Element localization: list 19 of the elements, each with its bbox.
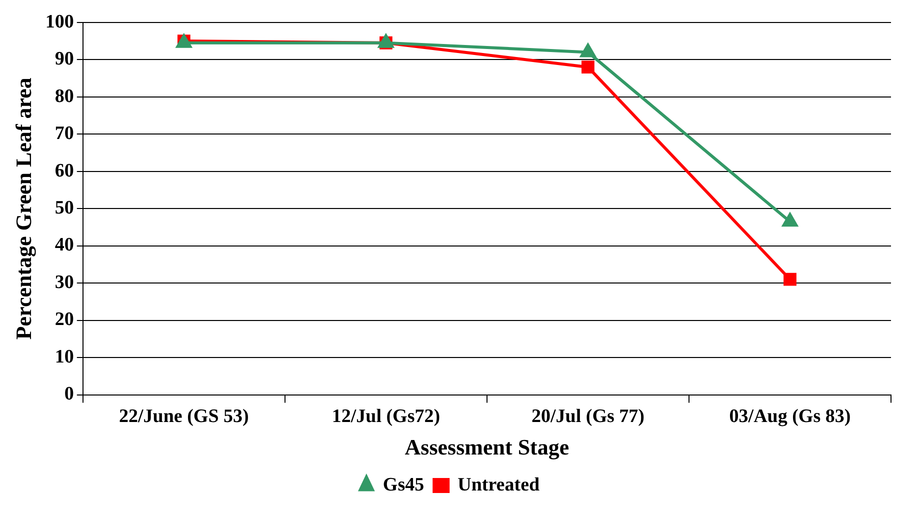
x-tick-label: 20/Jul (Gs 77)	[531, 406, 644, 428]
y-tick-label: 30	[54, 272, 74, 293]
y-tick-label: 90	[54, 48, 74, 70]
y-tick-label: 10	[54, 346, 74, 368]
y-tick-label: 40	[54, 234, 74, 256]
y-tick-label: 20	[54, 309, 74, 330]
legend-label: Untreated	[458, 474, 540, 496]
y-tick-label: 0	[64, 384, 74, 405]
y-tick-label: 50	[54, 198, 74, 219]
x-tick-label: 03/Aug (Gs 83)	[729, 406, 851, 428]
y-tick-label: 70	[54, 123, 74, 144]
y-axis-title: Percentage Green Leaf area	[10, 78, 36, 340]
x-tick-label: 22/June (GS 53)	[118, 406, 249, 428]
x-axis-title: Assessment Stage	[404, 434, 570, 460]
x-tick-label: 12/Jul (Gs72)	[332, 406, 440, 428]
legend-label: Gs45	[382, 474, 424, 496]
y-tick-label: 80	[54, 86, 74, 107]
y-tick-label: 60	[54, 160, 74, 182]
y-tick-label: 100	[45, 11, 74, 32]
